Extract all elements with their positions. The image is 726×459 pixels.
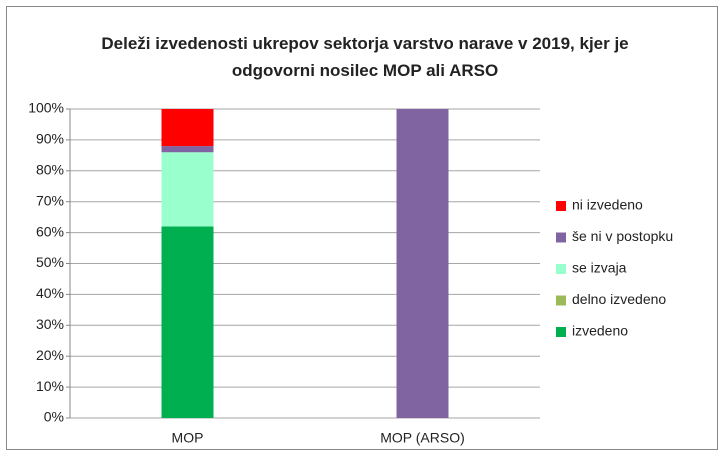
y-tick-label: 80%: [36, 162, 64, 178]
legend-label: izvedeno: [572, 323, 628, 339]
y-tick-label: 0%: [44, 409, 64, 425]
legend-swatch: [556, 295, 566, 306]
x-tick-label: MOP: [172, 430, 204, 446]
y-tick-label: 50%: [36, 254, 64, 270]
y-tick-label: 60%: [36, 223, 64, 239]
bar-segment: [161, 226, 214, 418]
x-tick-label: MOP (ARSO): [380, 430, 465, 446]
legend-swatch: [556, 327, 566, 337]
y-tick-label: 10%: [36, 378, 64, 394]
bar-segment: [161, 152, 214, 227]
legend-label: se izvaja: [572, 260, 627, 276]
legend-label: še ni v postopku: [572, 228, 673, 244]
y-tick-label: 90%: [36, 131, 64, 147]
legend-swatch: [556, 201, 566, 211]
bar-segment: [396, 109, 449, 418]
y-tick-label: 20%: [36, 347, 64, 363]
y-tick-label: 70%: [36, 192, 64, 208]
bar-segment: [161, 109, 214, 147]
chart-border: [6, 6, 718, 450]
legend-label: delno izvedeno: [572, 291, 666, 307]
y-tick-label: 40%: [36, 285, 64, 301]
y-tick-label: 100%: [28, 100, 64, 116]
bar-segment: [161, 146, 214, 153]
legend-swatch: [556, 232, 566, 243]
chart-title: Deleži izvedenosti ukrepov sektorja vars…: [101, 34, 629, 80]
y-tick-label: 30%: [36, 316, 64, 332]
legend-label: ni izvedeno: [572, 197, 643, 213]
legend-swatch: [556, 264, 566, 274]
